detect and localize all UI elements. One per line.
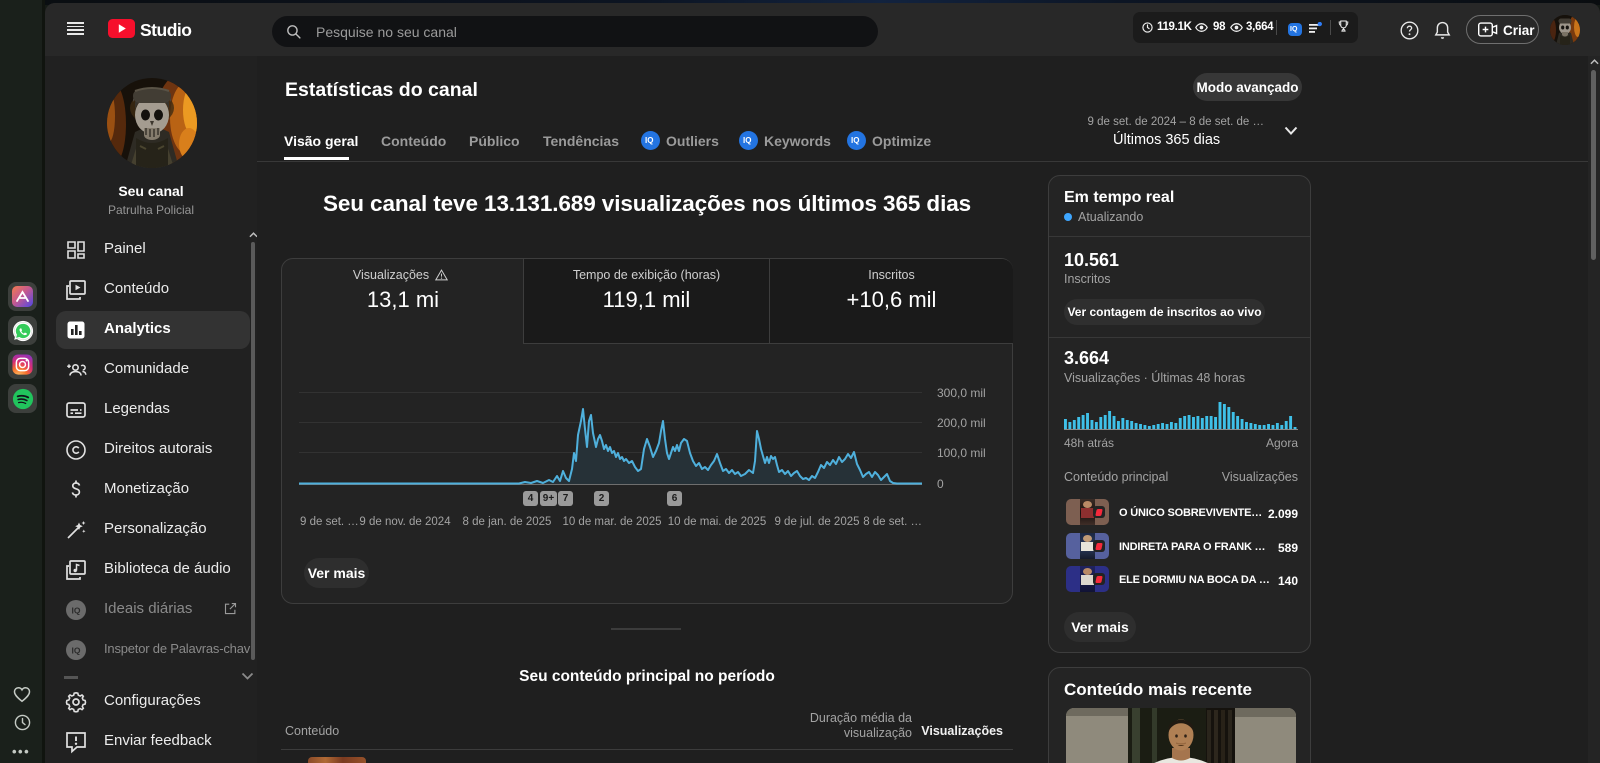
svg-text:IQ: IQ [72,606,81,616]
svg-text:IQ: IQ [72,646,81,656]
